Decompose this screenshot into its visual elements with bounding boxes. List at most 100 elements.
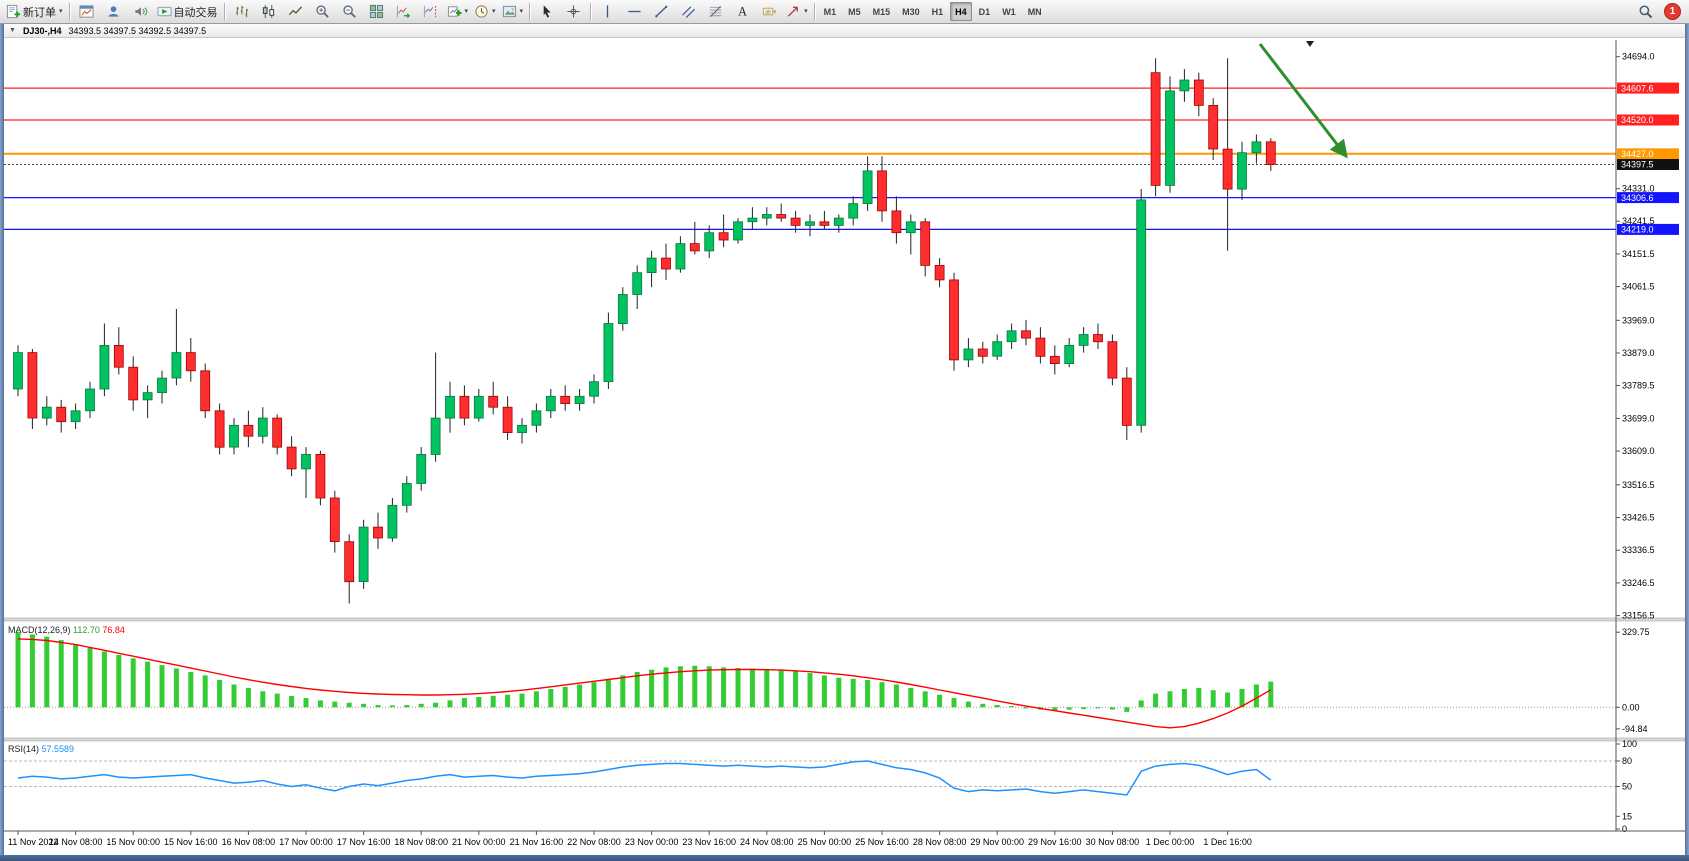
timeframe-w1-button[interactable]: W1 bbox=[1002, 6, 1016, 17]
svg-text:34520.0: 34520.0 bbox=[1621, 115, 1654, 125]
time-label: 23 Nov 00:00 bbox=[625, 837, 679, 847]
time-label: 14 Nov 08:00 bbox=[49, 837, 103, 847]
fibonacci-icon bbox=[708, 4, 723, 19]
timeframe-d1-button[interactable]: D1 bbox=[978, 6, 991, 17]
svg-text:33789.5: 33789.5 bbox=[1622, 381, 1655, 391]
auto-scroll-icon bbox=[396, 4, 411, 19]
new-chart-button[interactable]: ▾ bbox=[444, 1, 472, 23]
trendline-button[interactable] bbox=[648, 1, 675, 23]
shapes-button[interactable]: ▾ bbox=[783, 1, 811, 23]
autotrading-button[interactable]: 自动交易 bbox=[154, 1, 221, 23]
profile-button[interactable] bbox=[100, 1, 127, 23]
periodicity-button[interactable]: ▾ bbox=[471, 1, 499, 23]
timeframe-m15-button[interactable]: M15 bbox=[872, 6, 891, 17]
svg-text:34061.5: 34061.5 bbox=[1622, 282, 1655, 292]
tile-windows-button[interactable] bbox=[363, 1, 390, 23]
channel-icon bbox=[681, 4, 696, 19]
annotations-layer[interactable] bbox=[1258, 41, 1348, 159]
trend-arrow-annotation[interactable] bbox=[1258, 43, 1348, 159]
text-label-button[interactable]: ab bbox=[756, 1, 783, 23]
time-label: 17 Nov 00:00 bbox=[279, 837, 333, 847]
time-label: 30 Nov 08:00 bbox=[1086, 837, 1140, 847]
autotrade-icon bbox=[156, 4, 172, 19]
chart-title-bar: ▼ DJ30-,H4 34393.5 34397.5 34392.5 34397… bbox=[4, 24, 1685, 38]
shapes-icon bbox=[786, 4, 801, 19]
tile-windows-icon bbox=[369, 4, 384, 19]
macd-signal-line bbox=[17, 638, 1272, 729]
chart-shift-icon bbox=[423, 4, 438, 19]
svg-text:15: 15 bbox=[1622, 811, 1632, 821]
dropdown-caret-icon[interactable]: ▾ bbox=[519, 8, 524, 15]
zoom-out-button[interactable] bbox=[336, 1, 363, 23]
chart-window: ▼ DJ30-,H4 34393.5 34397.5 34392.5 34397… bbox=[4, 24, 1685, 855]
candlestick-style-button[interactable] bbox=[255, 1, 282, 23]
dropdown-caret-icon[interactable]: ▾ bbox=[804, 8, 808, 15]
macd-label: MACD(12,26,9) 112.70 76.84 bbox=[8, 625, 125, 635]
notification-badge[interactable]: 1 bbox=[1664, 3, 1681, 20]
timeframe-m30-button[interactable]: M30 bbox=[902, 6, 920, 17]
time-label: 21 Nov 00:00 bbox=[452, 837, 506, 847]
toolbar-separator bbox=[529, 2, 531, 21]
svg-text:0.00: 0.00 bbox=[1622, 702, 1640, 712]
zoom-out-icon bbox=[342, 4, 357, 19]
zoom-in-button[interactable] bbox=[309, 1, 336, 23]
time-label: 16 Nov 08:00 bbox=[222, 837, 276, 847]
price-line-badge bbox=[1617, 223, 1679, 235]
svg-text:-94.84: -94.84 bbox=[1622, 724, 1648, 734]
autotrading-button-label: 自动交易 bbox=[173, 6, 218, 19]
cursor-icon bbox=[539, 4, 554, 19]
timeframe-mn-button[interactable]: MN bbox=[1027, 6, 1042, 17]
panel-splitter bbox=[4, 737, 1685, 742]
dropdown-caret-icon[interactable]: ▾ bbox=[492, 8, 496, 15]
auto-scroll-button[interactable] bbox=[390, 1, 417, 23]
price-axis[interactable]: 34694.0 34331.0 34241.5 34151.5 34061.5 33969… bbox=[1615, 40, 1679, 831]
crosshair-button[interactable] bbox=[560, 1, 587, 23]
timeframe-h4-button[interactable]: H4 bbox=[950, 2, 972, 21]
charts-button[interactable] bbox=[73, 1, 100, 23]
svg-text:34306.6: 34306.6 bbox=[1621, 193, 1654, 203]
time-label: 15 Nov 16:00 bbox=[164, 837, 218, 847]
chart-canvas[interactable]: 329.75 0.00 -94.84 MACD(12,26,9) 112.70 76.… bbox=[4, 38, 1685, 855]
chart-ohlc-values: 34393.5 34397.5 34392.5 34397.5 bbox=[68, 25, 207, 36]
rsi-label: RSI(14) 57.5589 bbox=[8, 744, 74, 754]
svg-text:33969.0: 33969.0 bbox=[1622, 315, 1655, 325]
dropdown-caret-icon[interactable]: ▾ bbox=[464, 8, 469, 15]
svg-text:33516.5: 33516.5 bbox=[1622, 480, 1655, 490]
price-line-badge bbox=[1617, 192, 1679, 204]
search-button[interactable] bbox=[1632, 1, 1659, 23]
sound-alert-button[interactable] bbox=[127, 1, 154, 23]
channel-button[interactable] bbox=[675, 1, 702, 23]
time-label: 17 Nov 16:00 bbox=[337, 837, 391, 847]
svg-text:33156.5: 33156.5 bbox=[1622, 611, 1655, 621]
svg-text:34331.0: 34331.0 bbox=[1622, 184, 1655, 194]
line-chart-style-button[interactable] bbox=[282, 1, 309, 23]
toolbar-right-group: 1 bbox=[1632, 1, 1686, 23]
new-order-button[interactable]: 新订单 ▾ bbox=[3, 1, 66, 23]
chart-shift-button[interactable] bbox=[417, 1, 444, 23]
timeframe-m1-button[interactable]: M1 bbox=[823, 6, 837, 17]
bar-chart-style-button[interactable] bbox=[228, 1, 255, 23]
templates-button[interactable]: ▾ bbox=[499, 1, 527, 23]
svg-text:34241.5: 34241.5 bbox=[1622, 216, 1655, 226]
dropdown-caret-icon[interactable]: ▾ bbox=[59, 8, 63, 15]
time-label: 1 Dec 16:00 bbox=[1203, 837, 1252, 847]
cursor-button[interactable] bbox=[533, 1, 560, 23]
timeframe-h1-button[interactable]: H1 bbox=[931, 6, 944, 17]
svg-text:33336.5: 33336.5 bbox=[1622, 545, 1655, 555]
vertical-line-button[interactable] bbox=[594, 1, 621, 23]
text-button[interactable]: A bbox=[729, 1, 756, 23]
price-line-badge bbox=[1617, 114, 1679, 126]
time-label: 1 Dec 00:00 bbox=[1146, 837, 1195, 847]
horizontal-line-button[interactable] bbox=[621, 1, 648, 23]
new-chart-icon bbox=[447, 4, 462, 19]
chart-shift-marker-icon[interactable] bbox=[1306, 41, 1314, 47]
new-order-icon bbox=[6, 4, 21, 19]
horizontal-lines-layer[interactable] bbox=[4, 87, 1616, 231]
fibonacci-button[interactable] bbox=[702, 1, 729, 23]
time-label: 23 Nov 16:00 bbox=[682, 837, 736, 847]
toolbar-separator bbox=[813, 2, 815, 21]
timeframe-m5-button[interactable]: M5 bbox=[848, 6, 861, 17]
svg-text:33879.0: 33879.0 bbox=[1622, 348, 1655, 358]
collapse-icon[interactable]: ▼ bbox=[9, 27, 16, 34]
